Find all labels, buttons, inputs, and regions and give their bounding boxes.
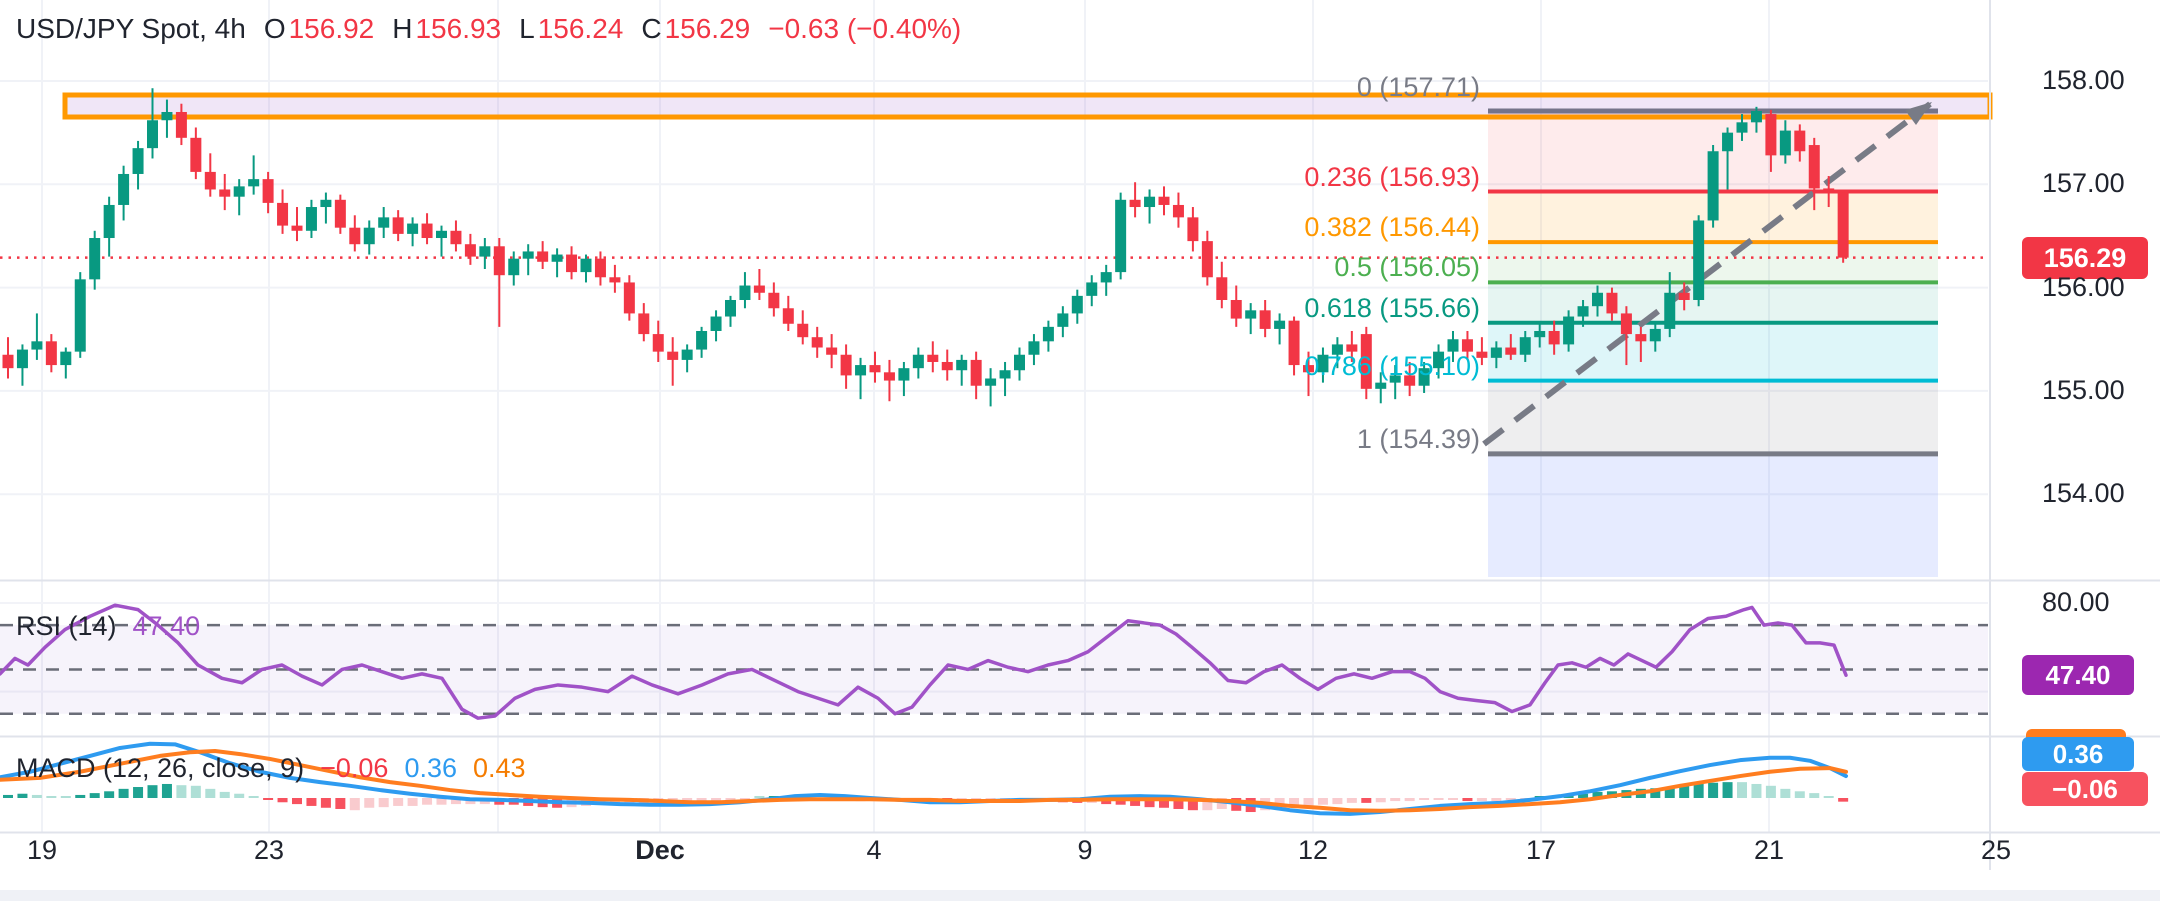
time-axis-label[interactable]: 12 (1297, 835, 1329, 865)
macd-value-badge: 0.36 (2022, 737, 2134, 771)
rsi-axis-label[interactable]: 80.00 (2042, 587, 2110, 617)
fib-level-label: 0.618 (155.66) (1304, 292, 1480, 323)
current-price-badge: 156.29 (2022, 237, 2148, 279)
price-axis-label[interactable]: 157.00 (2042, 168, 2125, 199)
macd-legend-title: MACD (12, 26, close, 9) (16, 753, 305, 783)
ohlc-close: C 156.29 (641, 13, 751, 44)
fib-level-label: 0.236 (156.93) (1304, 161, 1480, 192)
ohlc-high: H 156.93 (392, 13, 502, 44)
rsi-legend[interactable]: RSI (14) 47.40 (16, 611, 200, 642)
time-axis-label[interactable]: 21 (1753, 835, 1785, 865)
time-axis-label[interactable]: 17 (1525, 835, 1557, 865)
macd-legend[interactable]: MACD (12, 26, close, 9) −0.06 0.36 0.43 (16, 753, 526, 784)
rsi-value-badge: 47.40 (2022, 655, 2134, 695)
rsi-legend-value: 47.40 (132, 611, 201, 641)
fib-level-label: 1 (154.39) (1356, 423, 1480, 454)
time-axis-label[interactable]: 25 (1980, 835, 2012, 865)
time-axis-label[interactable]: 19 (26, 835, 58, 865)
fib-level-label: 0 (157.71) (1356, 71, 1480, 102)
macd-line-value: 0.36 (404, 753, 457, 783)
macd-signal-value: 0.43 (473, 753, 526, 783)
price-axis-label[interactable]: 156.00 (2042, 271, 2125, 302)
rsi-legend-title: RSI (14) (16, 611, 117, 641)
fib-level-label: 0.382 (156.44) (1304, 212, 1480, 243)
price-change: −0.63 (−0.40%) (768, 13, 962, 44)
time-axis-label[interactable]: 9 (1077, 835, 1093, 865)
time-axis-label[interactable]: 4 (866, 835, 882, 865)
macd-hist-badge: −0.06 (2022, 772, 2148, 806)
price-axis-label[interactable]: 158.00 (2042, 65, 2125, 95)
ohlc-open: O 156.92 (263, 13, 375, 44)
fib-level-label: 0.5 (156.05) (1334, 252, 1480, 283)
symbol-info-bar: USD/JPY Spot, 4h O 156.92 H 156.93 L 156… (16, 13, 961, 45)
fib-level-label: 0.786 (155.10) (1304, 350, 1480, 381)
price-axis-label[interactable]: 154.00 (2042, 478, 2125, 509)
price-axis-label[interactable]: 155.00 (2042, 374, 2125, 405)
symbol-title[interactable]: USD/JPY Spot, 4h (16, 13, 246, 44)
macd-hist-value: −0.06 (320, 753, 389, 783)
time-axis-label[interactable]: 23 (253, 835, 285, 865)
ohlc-low: L 156.24 (519, 13, 624, 44)
time-axis-label[interactable]: Dec (635, 835, 685, 865)
